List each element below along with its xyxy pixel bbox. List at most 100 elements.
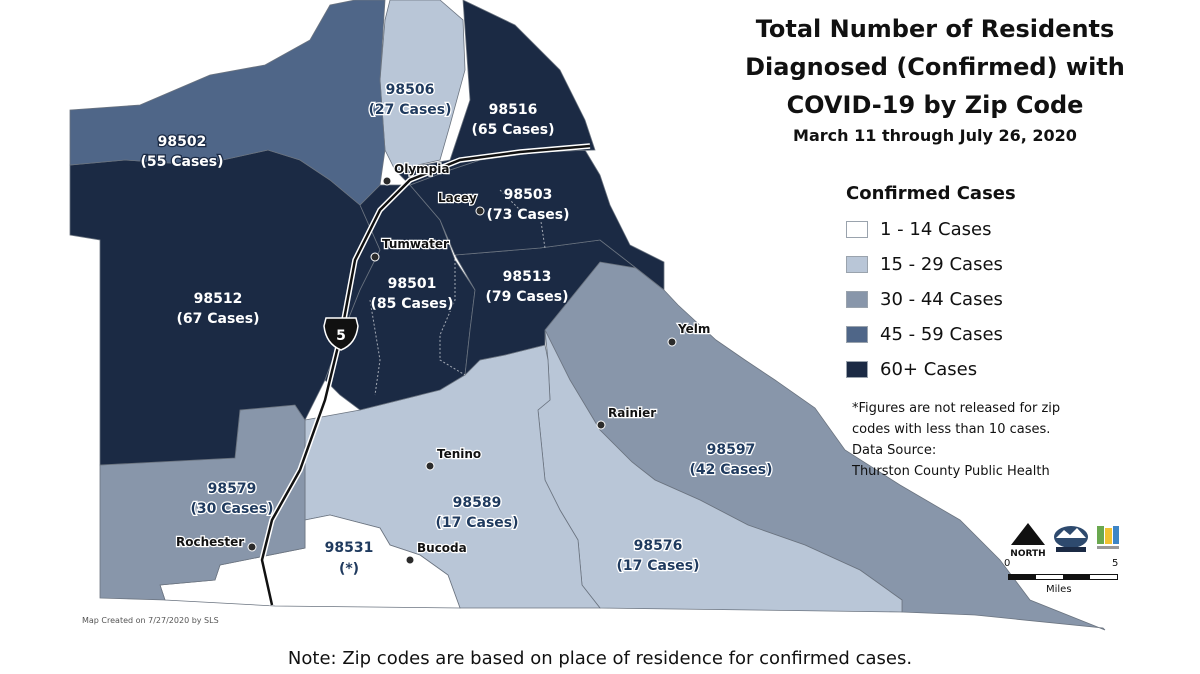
scale-bar: 0 5 Miles (1004, 558, 1122, 598)
data-source-label: Data Source: (852, 443, 937, 458)
legend-swatch (846, 221, 868, 238)
city-rochester: Rochester (175, 534, 257, 552)
footnote-line: codes with less than 10 cases. (852, 422, 1051, 437)
legend: Confirmed Cases 1 - 14 Cases 15 - 29 Cas… (846, 183, 1096, 387)
zip-label-98506: 98506 (27 Cases) (367, 81, 453, 120)
zip-cases-text: (55 Cases) (140, 154, 223, 170)
legend-item: 60+ Cases (846, 352, 1096, 387)
city-label: Rochester (176, 535, 244, 549)
legend-label: 30 - 44 Cases (880, 289, 1003, 310)
zip-label-98531: 98531 (*) (323, 539, 374, 579)
north-label: NORTH (1010, 549, 1046, 559)
date-range: March 11 through July 26, 2020 (793, 126, 1077, 145)
zip-cases-text: (67 Cases) (176, 311, 259, 327)
public-health-logo (1097, 526, 1119, 549)
legend-item: 45 - 59 Cases (846, 317, 1096, 352)
zip-code-text: 98502 (158, 134, 207, 150)
zip-code-text: 98597 (707, 442, 756, 458)
zip-code-text: 98516 (489, 102, 538, 118)
city-label: Olympia (394, 162, 449, 176)
inner-boundary (439, 255, 466, 376)
map-title: Total Number of Residents Diagnosed (Con… (735, 10, 1135, 145)
zip-label-98502: 98502 (55 Cases) (139, 133, 225, 172)
city-yelm: Yelm (667, 321, 712, 347)
legend-item: 1 - 14 Cases (846, 212, 1096, 247)
zip-cases-text: (30 Cases) (190, 501, 273, 517)
zip-cases-text: (*) (339, 561, 359, 577)
legend-label: 45 - 59 Cases (880, 324, 1003, 345)
zip-code-text: 98503 (504, 187, 553, 203)
footnote-line: *Figures are not released for zip (852, 401, 1061, 416)
zip-code-text: 98501 (388, 276, 437, 292)
zip-label-98503: 98503 (73 Cases) (485, 186, 571, 225)
zip-cases-text: (85 Cases) (370, 296, 453, 312)
city-label: Rainier (608, 406, 656, 420)
legend-swatch (846, 326, 868, 343)
zip-cases-text: (17 Cases) (435, 515, 518, 531)
zip-label-98516: 98516 (65 Cases) (470, 101, 556, 140)
zip-label-98576: 98576 (17 Cases) (615, 537, 701, 576)
inner-boundary (369, 299, 381, 396)
zip-label-98589: 98589 (17 Cases) (434, 494, 520, 533)
map-note: Note: Zip codes are based on place of re… (287, 648, 913, 669)
city-olympia: Olympia (382, 161, 451, 186)
zip-code-text: 98576 (634, 538, 683, 554)
city-tumwater: Tumwater (370, 236, 450, 262)
zip-label-98501: 98501 (85 Cases) (369, 275, 455, 314)
legend-item: 30 - 44 Cases (846, 282, 1096, 317)
title-line-3: COVID-19 by Zip Code (786, 91, 1084, 119)
zip-label-98579: 98579 (30 Cases) (189, 480, 275, 519)
zip-cases-text: (42 Cases) (689, 462, 772, 478)
legend-swatch (846, 256, 868, 273)
zip-cases-text: (27 Cases) (368, 102, 451, 118)
zip-code-text: 98512 (194, 291, 243, 307)
zip-label-98513: 98513 (79 Cases) (484, 268, 570, 307)
legend-label: 60+ Cases (880, 359, 978, 380)
north-arrow-icon (1011, 523, 1045, 545)
zip-code-text: 98531 (325, 540, 374, 556)
city-lacey: Lacey (437, 190, 485, 216)
interstate-route-line (260, 144, 591, 606)
zip-code-text: 98589 (453, 495, 502, 511)
north-arrow: NORTH (1008, 523, 1048, 559)
zip-label-98512: 98512 (67 Cases) (175, 290, 261, 329)
zip-cases-text: (73 Cases) (486, 207, 569, 223)
city-label: Yelm (677, 322, 710, 336)
city-label: Bucoda (417, 541, 467, 555)
city-bucoda: Bucoda (405, 540, 468, 565)
title-line-1: Total Number of Residents (755, 15, 1115, 43)
zip-region-98502 (69, 0, 386, 206)
title-line-2: Diagnosed (Confirmed) with (745, 53, 1125, 81)
scale-end: 5 (1112, 558, 1119, 569)
legend-swatch (846, 291, 868, 308)
inner-boundary (499, 189, 546, 249)
zip-region-98506 (379, 0, 466, 171)
zip-cases-text: (17 Cases) (616, 558, 699, 574)
zip-code-text: 98513 (503, 269, 552, 285)
footnote: *Figures are not released for zip codes … (852, 398, 1112, 482)
scale-units: Miles (1046, 584, 1072, 595)
legend-title: Confirmed Cases (846, 183, 1016, 204)
legend-label: 15 - 29 Cases (880, 254, 1003, 275)
zip-label-98597: 98597 (42 Cases) (688, 441, 774, 480)
city-label: Lacey (438, 191, 477, 205)
scale-start: 0 (1004, 558, 1011, 569)
city-tenino: Tenino (425, 446, 482, 471)
interstate-number: 5 (336, 328, 346, 344)
county-seal-logo (1054, 526, 1088, 552)
zip-code-text: 98506 (386, 82, 435, 98)
legend-swatch (846, 361, 868, 378)
scale-bar-graphic (1008, 574, 1118, 580)
city-label: Tumwater (382, 237, 449, 251)
data-source-value: Thurston County Public Health (852, 464, 1050, 479)
zip-cases-text: (65 Cases) (471, 122, 554, 138)
city-label: Tenino (437, 447, 481, 461)
legend-label: 1 - 14 Cases (880, 219, 992, 240)
city-rainier: Rainier (596, 405, 657, 430)
zip-cases-text: (79 Cases) (485, 289, 568, 305)
interstate-shield-icon: 5 (323, 317, 359, 351)
map-credit: Map Created on 7/27/2020 by SLS (82, 616, 219, 625)
zip-code-text: 98579 (208, 481, 257, 497)
legend-item: 15 - 29 Cases (846, 247, 1096, 282)
